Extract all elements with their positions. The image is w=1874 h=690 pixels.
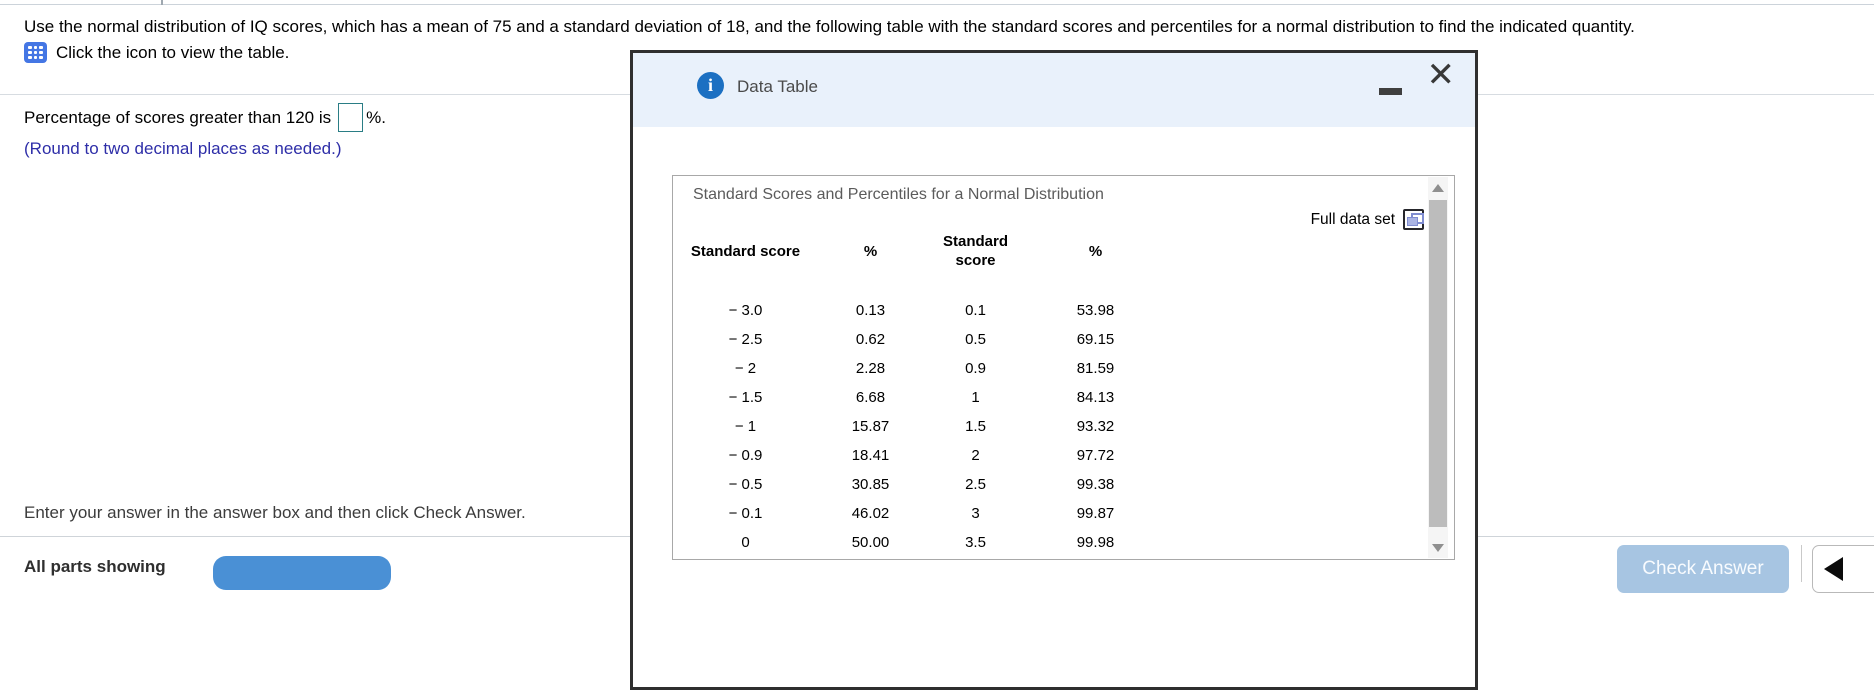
table-cell: 0.62 [855, 331, 886, 348]
view-table-icon[interactable] [24, 42, 47, 63]
helper-text: Enter your answer in the answer box and … [24, 503, 526, 522]
table-cell: 99.98 [1076, 534, 1115, 551]
table-row: − 1.5 6.68 1 84.13 [673, 383, 1163, 412]
table-cell: 3 [971, 505, 980, 522]
answer-input[interactable] [338, 103, 364, 132]
table-cell: − 0.1 [728, 505, 763, 522]
table-title: Standard Scores and Percentiles for a No… [693, 186, 1104, 203]
scroll-up-icon[interactable] [1428, 177, 1448, 198]
dialog-header: i Data Table ✕ [633, 53, 1475, 127]
column-header: Standard score [942, 233, 1008, 269]
table-cell: − 2 [734, 360, 757, 377]
minimize-button[interactable] [1379, 88, 1402, 95]
table-cell: 0.5 [965, 331, 986, 348]
rounding-note: (Round to two decimal places as needed.) [24, 139, 342, 158]
scrollbar-thumb[interactable] [1429, 200, 1447, 527]
table-cell: − 0.5 [728, 476, 763, 493]
table-row: − 0.9 18.41 2 97.72 [673, 441, 1163, 470]
question-suffix: %. [366, 107, 386, 127]
table-cell: 99.87 [1076, 505, 1115, 522]
problem-instruction: Use the normal distribution of IQ scores… [24, 17, 1635, 36]
icon-hint-label: Click the icon to view the table. [56, 42, 290, 62]
table-cell: 1 [971, 389, 980, 406]
table-cell: 46.02 [851, 505, 890, 522]
table-header-row: Standard score % Standard score % [673, 232, 1163, 270]
table-cell: 0 [741, 534, 750, 551]
full-data-set-label: Full data set [1310, 210, 1395, 228]
info-icon: i [697, 72, 724, 99]
table-cell: − 3.0 [728, 302, 763, 319]
table-cell: 84.13 [1076, 389, 1115, 406]
top-divider [0, 4, 1874, 5]
question-text: Percentage of scores greater than 120 is [24, 107, 332, 127]
dialog-title: Data Table [737, 77, 818, 96]
table-cell: 81.59 [1076, 360, 1115, 377]
table-row: − 3.0 0.13 0.1 53.98 [673, 296, 1163, 325]
table-cell: − 1 [734, 418, 757, 435]
close-button[interactable]: ✕ [1426, 55, 1456, 95]
table-row: − 0.1 46.02 3 99.87 [673, 499, 1163, 528]
table-row: − 0.5 30.85 2.5 99.38 [673, 470, 1163, 499]
table-cell: 2.5 [965, 476, 986, 493]
table-cell: 69.15 [1076, 331, 1115, 348]
table-row: − 2 2.28 0.9 81.59 [673, 354, 1163, 383]
table-cell: 2.28 [855, 360, 886, 377]
table-cell: − 1.5 [728, 389, 763, 406]
table-cell: 1.5 [965, 418, 986, 435]
table-cell: 50.00 [851, 534, 890, 551]
table-scrollbar[interactable] [1428, 177, 1448, 558]
column-header: Standard score [690, 242, 801, 260]
popout-icon[interactable] [1403, 209, 1424, 230]
table-cell: 0.1 [965, 302, 986, 319]
table-cell: 3.5 [965, 534, 986, 551]
table-cell: 99.38 [1076, 476, 1115, 493]
top-tick-mark [161, 0, 163, 5]
table-cell: 93.32 [1076, 418, 1115, 435]
table-cell: 0.9 [965, 360, 986, 377]
data-table-dialog: i Data Table ✕ Standard Scores and Perce… [630, 50, 1478, 690]
data-table-panel: Standard Scores and Percentiles for a No… [672, 175, 1455, 560]
data-table-rows: − 3.0 0.13 0.1 53.98 − 2.5 0.62 0.5 69.15 − 2 2.2… [673, 296, 1163, 557]
table-row: − 1 15.87 1.5 93.32 [673, 412, 1163, 441]
table-cell: 0.13 [855, 302, 886, 319]
column-header: % [1088, 242, 1103, 260]
check-answer-button[interactable]: Check Answer [1617, 545, 1789, 593]
scroll-down-icon[interactable] [1428, 537, 1448, 558]
table-cell: 30.85 [851, 476, 890, 493]
all-parts-label: All parts showing [24, 557, 166, 576]
table-cell: 15.87 [851, 418, 890, 435]
table-cell: − 2.5 [728, 331, 763, 348]
table-cell: 2 [971, 447, 980, 464]
bottom-action-button[interactable] [213, 556, 391, 590]
table-cell: 97.72 [1076, 447, 1115, 464]
table-cell: 53.98 [1076, 302, 1115, 319]
table-cell: − 0.9 [728, 447, 763, 464]
previous-arrow-button[interactable] [1812, 545, 1874, 593]
column-header: % [863, 242, 878, 260]
table-cell: 18.41 [851, 447, 890, 464]
nav-separator [1801, 545, 1802, 582]
table-row: 0 50.00 3.5 99.98 [673, 528, 1163, 557]
left-triangle-icon [1824, 557, 1843, 581]
table-cell: 6.68 [855, 389, 886, 406]
table-row: − 2.5 0.62 0.5 69.15 [673, 325, 1163, 354]
